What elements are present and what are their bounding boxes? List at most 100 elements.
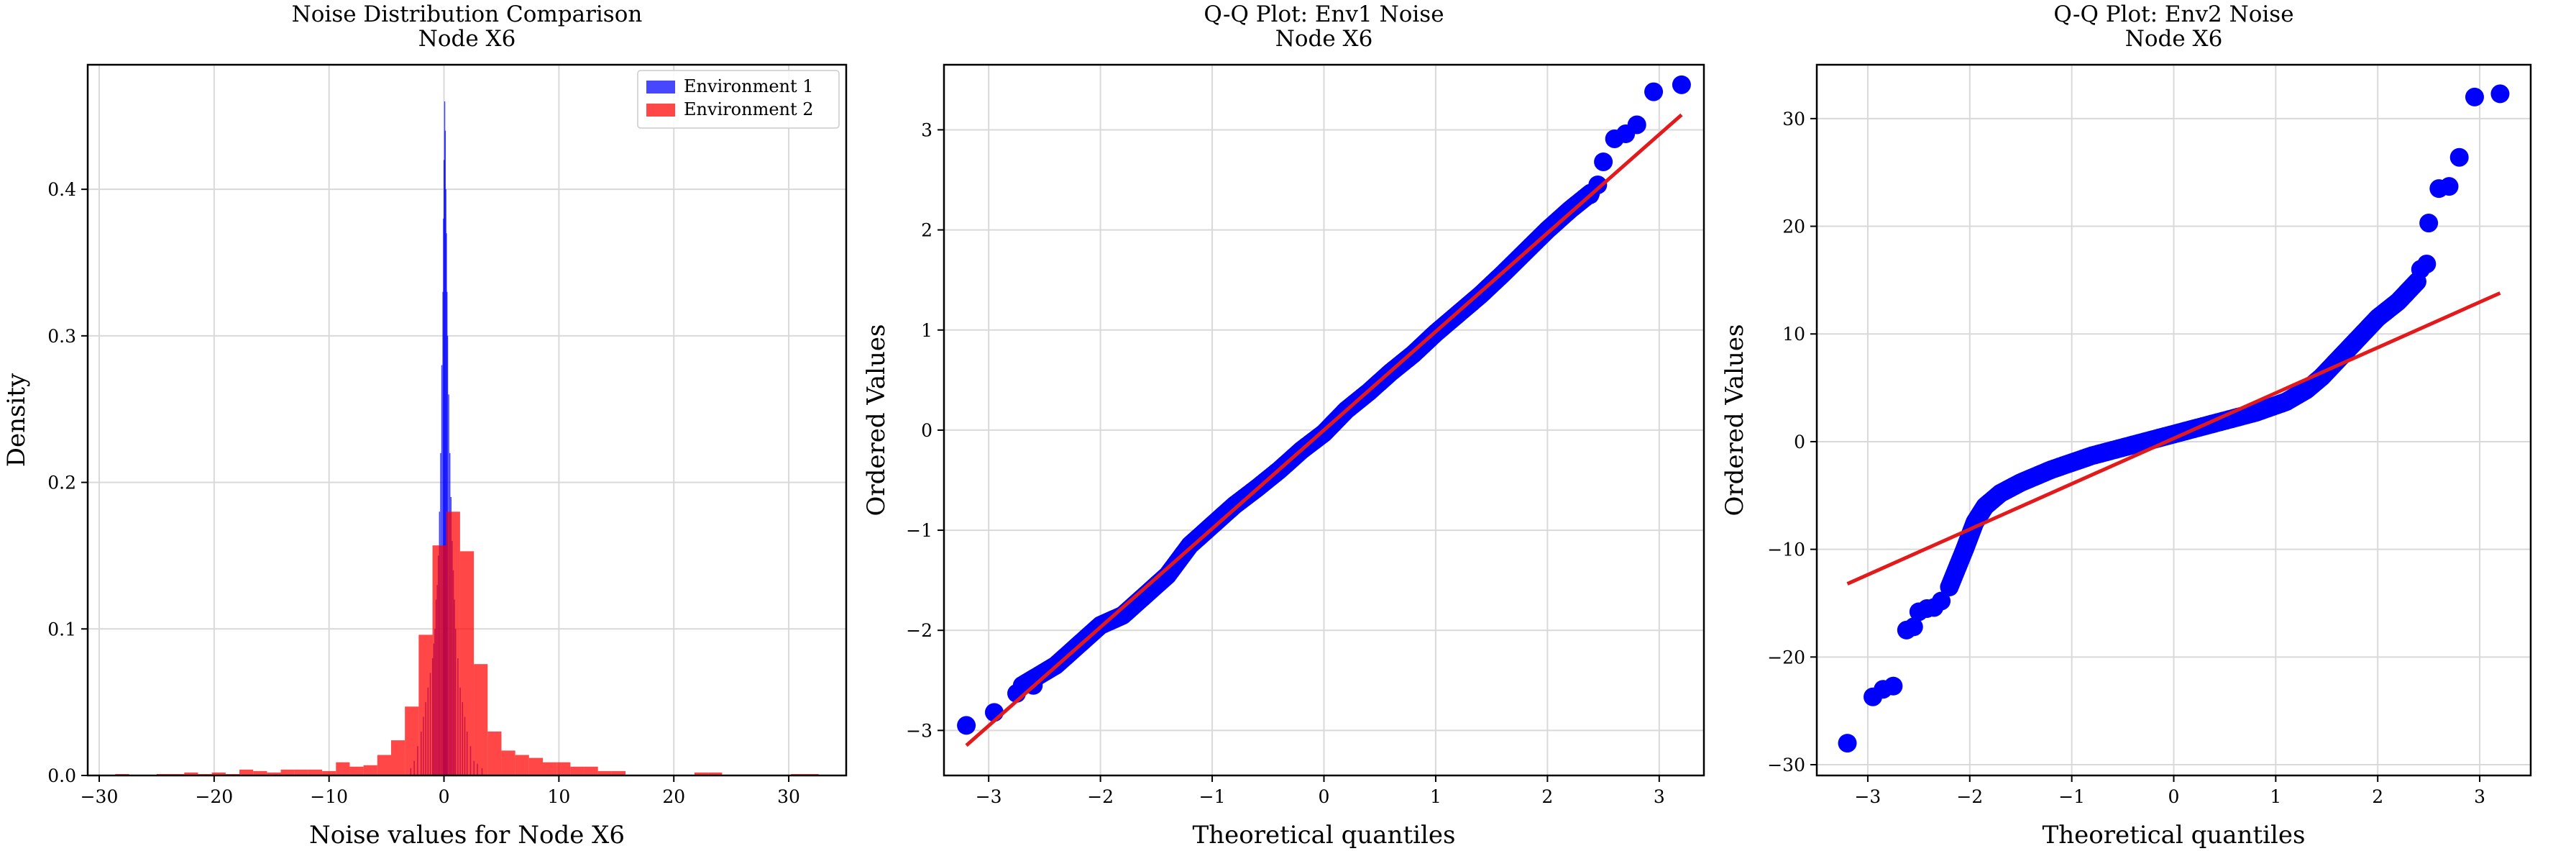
qq-point [1904,617,1923,637]
y-tick-label: −30 [1767,755,1805,775]
chart-subtitle: Node X6 [1275,26,1373,52]
grid [944,65,1704,775]
qq-point [1672,75,1691,94]
y-tick-label: 10 [1782,324,1805,345]
histogram-bar-env2 [611,770,626,775]
x-tick-label: 30 [777,786,800,807]
x-tick-label: 20 [662,786,685,807]
histogram-bar-env2 [322,770,336,775]
x-axis-label: Theoretical quantiles [1193,821,1456,850]
tick-labels: −3 −2 −1 0 1 2 3 −3 −2 −1 0 1 2 3 [906,119,1665,807]
qq-point [1932,591,1951,611]
histogram-bar-env2 [239,769,254,775]
histogram-bar-env1 [443,218,444,775]
qq-point [1644,82,1664,101]
x-tick-label: 0 [2168,786,2180,807]
x-tick-label: −10 [310,786,348,807]
y-tick-label: −1 [906,520,932,541]
legend: Environment 1 Environment 2 [637,70,840,129]
histogram-bar-env2 [405,706,419,775]
x-tick-label: 10 [547,786,570,807]
x-tick-label: 0 [439,786,450,807]
tick-labels: −30 −20 −10 0 10 20 30 0.0 0.1 0.2 0.3 0.4 [47,179,800,807]
legend-swatch [646,81,675,94]
qq-point [2417,254,2437,273]
histogram-bar-env2 [418,634,433,775]
x-tick-label: −3 [1854,786,1881,807]
x-tick-label: −1 [2058,786,2085,807]
histogram-bar-env1 [442,291,444,775]
qq-point [1588,175,1608,194]
histogram-bar-env2 [391,740,405,775]
histogram-bar-env2 [501,750,515,775]
y-tick-label: 2 [921,220,932,241]
x-axis-label: Theoretical quantiles [2043,821,2306,850]
histogram-bar-env2 [515,755,529,775]
histogram-bar-env2 [363,765,377,775]
histogram-bar-env2 [432,545,446,775]
y-axis-label: Ordered Values [1720,324,1749,516]
x-tick-label: 3 [1654,786,1665,807]
x-tick-label: −30 [81,786,119,807]
histogram-bar-env2 [584,766,598,775]
qq-point [2465,87,2484,106]
chart-title: Q-Q Plot: Env2 Noise [2053,1,2293,27]
chart-title: Noise Distribution Comparison [292,1,643,27]
x-tick-label: 3 [2474,786,2485,807]
histogram-bar-env2 [377,755,391,775]
y-axis-label: Ordered Values [862,324,891,516]
y-tick-label: 0.1 [47,619,76,640]
y-tick-label: 1 [921,320,932,341]
histogram-bar-env1 [446,233,447,775]
qq-point [1594,152,1613,171]
histogram-bar-env2 [211,772,226,775]
histogram-bar-env2 [294,769,308,775]
histogram-bar-env2 [474,664,488,775]
chart-subtitle: Node X6 [418,26,516,52]
y-tick-label: −10 [1767,540,1805,560]
qq-fit-line [1846,291,2501,586]
qq-point [2449,147,2469,167]
histogram-bar-env2 [570,766,585,775]
chart-title: Q-Q Plot: Env1 Noise [1204,1,1444,27]
histogram-bar-env2 [459,551,475,775]
qq-point [1627,115,1646,135]
axes-frame [86,63,848,777]
histogram-bar-env2 [487,731,502,775]
qq-point [1884,676,1903,696]
histogram-bar-env1 [445,189,446,775]
qq-point [2439,177,2459,196]
histogram-bar-env2 [267,772,281,775]
histogram-bar-env1 [444,101,446,775]
y-tick-label: −2 [906,620,932,641]
histogram-bar-env2 [308,769,323,775]
histogram-bar-env2 [253,770,267,775]
histogram-bar-env2 [336,762,350,775]
histogram-bar-env1 [444,130,446,775]
x-tick-label: −20 [195,786,233,807]
y-tick-label: 20 [1782,217,1805,237]
grid [1817,65,2531,775]
x-tick-label: 0 [1319,786,1330,807]
x-tick-label: 2 [2372,786,2383,807]
x-axis-label: Noise values for Node X6 [309,821,625,850]
legend-label: Environment 2 [684,99,814,119]
y-tick-label: 0 [1794,432,1805,452]
y-tick-label: 0.0 [47,765,76,786]
histogram-bar-env2 [280,769,295,775]
qq-point [2419,214,2439,233]
y-tick-label: 0.3 [47,326,76,347]
y-tick-label: 3 [921,119,932,140]
x-tick-label: −2 [1087,786,1114,807]
histogram-bar-env2 [556,762,571,775]
x-tick-label: 1 [1430,786,1441,807]
series-environment-2 [115,511,819,775]
legend-label: Environment 1 [684,76,814,96]
x-tick-label: 1 [2270,786,2281,807]
y-tick-label: 0 [921,420,932,441]
x-tick-label: −3 [976,786,1002,807]
